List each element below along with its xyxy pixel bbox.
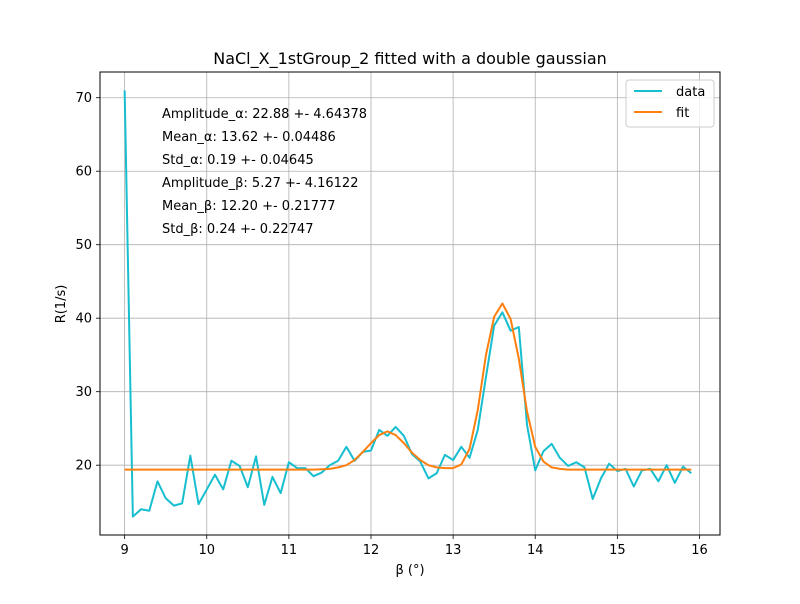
series-line-fit xyxy=(124,302,692,471)
legend: data fit xyxy=(625,79,715,128)
y-tick-label: 20 xyxy=(75,459,92,474)
x-tick-label: 13 xyxy=(445,543,462,558)
legend-entry-fit: fit xyxy=(676,106,689,121)
plot-frame xyxy=(99,71,721,536)
ticks: 9 10 11 12 13 14 15 16 20 30 40 50 60 70 xyxy=(75,91,707,558)
y-tick-label: 40 xyxy=(75,312,92,327)
x-tick-label: 9 xyxy=(120,543,128,558)
y-axis-label: R(1/s) xyxy=(54,285,69,324)
x-tick-label: 15 xyxy=(609,543,626,558)
x-tick-label: 12 xyxy=(363,543,380,558)
annotation-line: Amplitude_β: 5.27 +- 4.16122 xyxy=(162,176,358,191)
series-line-data xyxy=(123,90,692,518)
x-tick-label: 14 xyxy=(527,543,544,558)
x-tick-label: 10 xyxy=(198,543,215,558)
x-tick-label: 11 xyxy=(281,543,298,558)
x-axis-label: β (°) xyxy=(395,563,424,578)
annotation-line: Amplitude_α: 22.88 +- 4.64378 xyxy=(162,107,367,122)
annotation-line: Std_α: 0.19 +- 0.04645 xyxy=(162,153,314,168)
chart-title: NaCl_X_1stGroup_2 fitted with a double g… xyxy=(213,49,607,69)
legend-entry-data: data xyxy=(676,85,705,100)
annotation-line: Mean_β: 12.20 +- 0.21777 xyxy=(162,199,336,214)
y-tick-label: 50 xyxy=(75,238,92,253)
annotation-line: Mean_α: 13.62 +- 0.04486 xyxy=(162,130,336,145)
annotation-line: Std_β: 0.24 +- 0.22747 xyxy=(162,222,313,237)
grid xyxy=(100,72,720,535)
series-layer xyxy=(123,90,692,518)
annotations: Amplitude_α: 22.88 +- 4.64378 Mean_α: 13.… xyxy=(162,107,367,237)
x-tick-label: 16 xyxy=(691,543,708,558)
y-tick-label: 30 xyxy=(75,385,92,400)
y-tick-label: 60 xyxy=(75,165,92,180)
y-tick-label: 70 xyxy=(75,91,92,106)
